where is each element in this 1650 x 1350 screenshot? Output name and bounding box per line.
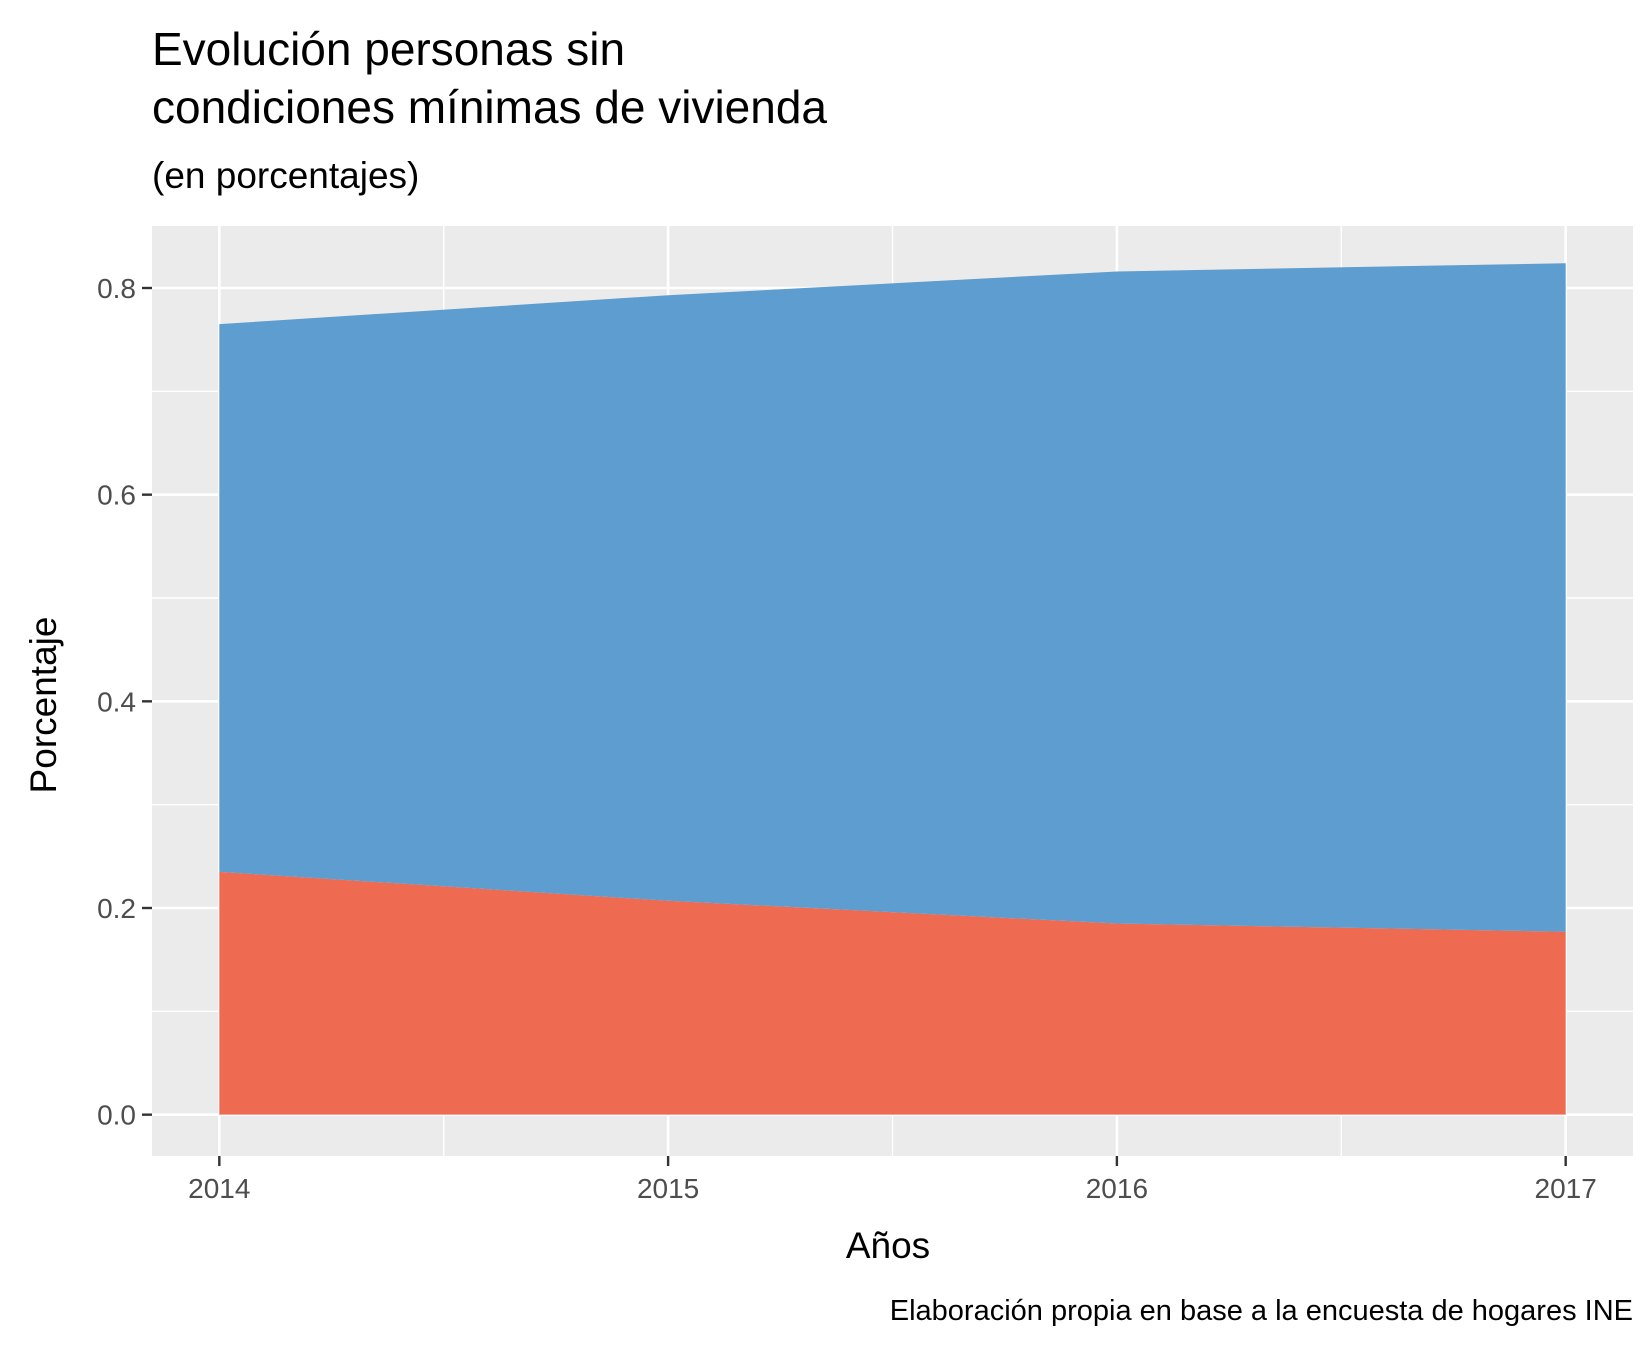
x-tick-label: 2016 bbox=[1086, 1173, 1148, 1204]
x-tick-label: 2015 bbox=[637, 1173, 699, 1204]
y-axis: 0.0 0.2 0.4 0.6 0.8 bbox=[97, 273, 152, 1131]
x-tick-label: 2017 bbox=[1535, 1173, 1597, 1204]
y-tick-label: 0.8 bbox=[97, 273, 136, 304]
area-series bbox=[219, 263, 1566, 1115]
y-tick-label: 0.4 bbox=[97, 686, 136, 717]
y-tick-label: 0.0 bbox=[97, 1100, 136, 1131]
x-tick-label: 2014 bbox=[188, 1173, 250, 1204]
y-axis-title: Porcentaje bbox=[23, 617, 64, 794]
chart-subtitle: (en porcentajes) bbox=[152, 155, 419, 196]
area-series-2 bbox=[219, 263, 1566, 932]
x-axis-title: Años bbox=[846, 1225, 930, 1266]
y-tick-label: 0.6 bbox=[97, 480, 136, 511]
chart-caption: Elaboración propia en base a la encuesta… bbox=[890, 1295, 1633, 1327]
y-tick-label: 0.2 bbox=[97, 893, 136, 924]
x-axis: 2014 2015 2016 2017 bbox=[188, 1156, 1597, 1204]
chart-title: Evolución personas sin condiciones mínim… bbox=[152, 23, 827, 133]
chart-title-line-2: condiciones mínimas de vivienda bbox=[152, 81, 827, 133]
chart-title-line-1: Evolución personas sin bbox=[152, 23, 625, 75]
area-series-1 bbox=[219, 871, 1566, 1115]
